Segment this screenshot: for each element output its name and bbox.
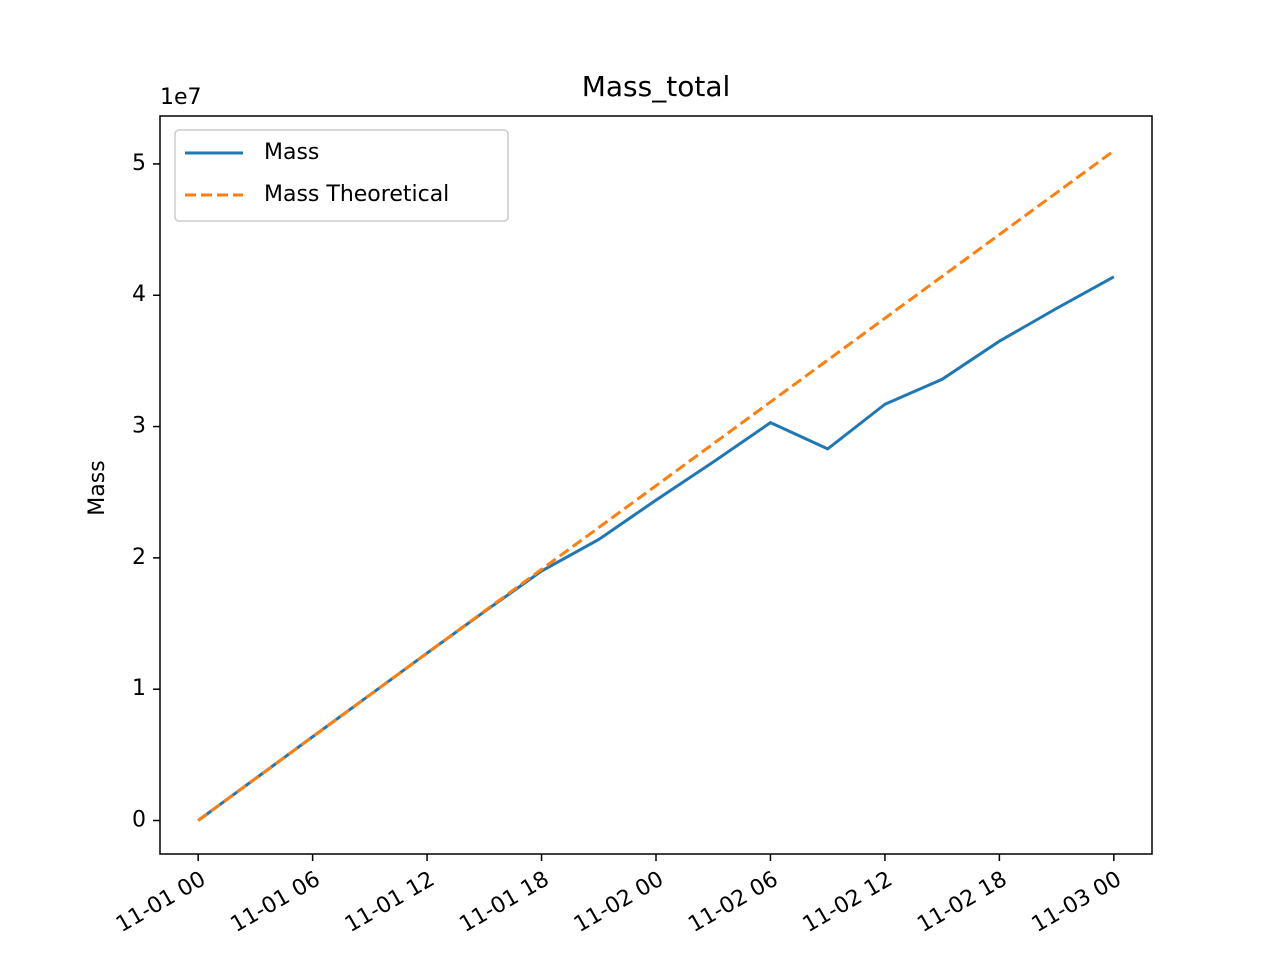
y-tick-label: 2 [132,545,146,570]
legend-box [174,129,509,222]
y-tick-label: 4 [132,282,146,307]
chart-title: Mass_total [582,70,731,103]
y-tick-label: 0 [132,808,146,833]
x-tick-label: 11-02 18 [913,867,1011,938]
x-tick-label: 11-02 00 [570,867,668,938]
data-line [197,149,1115,822]
y-tick-label: 1 [132,676,146,701]
y-tick-label: 3 [132,414,146,439]
legend: Mass Mass Theoretical [174,129,509,222]
y-offset-label: 1e7 [160,85,202,110]
x-tick-label: 11-01 06 [226,867,324,938]
x-tick-label: 11-02 12 [799,867,897,938]
x-tick-label: 11-01 00 [112,867,210,938]
data-line [197,275,1115,822]
x-tick-label: 11-03 00 [1028,867,1126,938]
legend-label: Mass [264,140,319,165]
legend-label: Mass Theoretical [264,182,449,207]
y-tick-label: 5 [132,151,146,176]
y-axis-label: Mass [85,460,110,515]
x-tick-label: 11-01 18 [455,867,553,938]
x-tick-label: 11-01 12 [341,867,439,938]
x-tick-label: 11-02 06 [684,867,782,938]
